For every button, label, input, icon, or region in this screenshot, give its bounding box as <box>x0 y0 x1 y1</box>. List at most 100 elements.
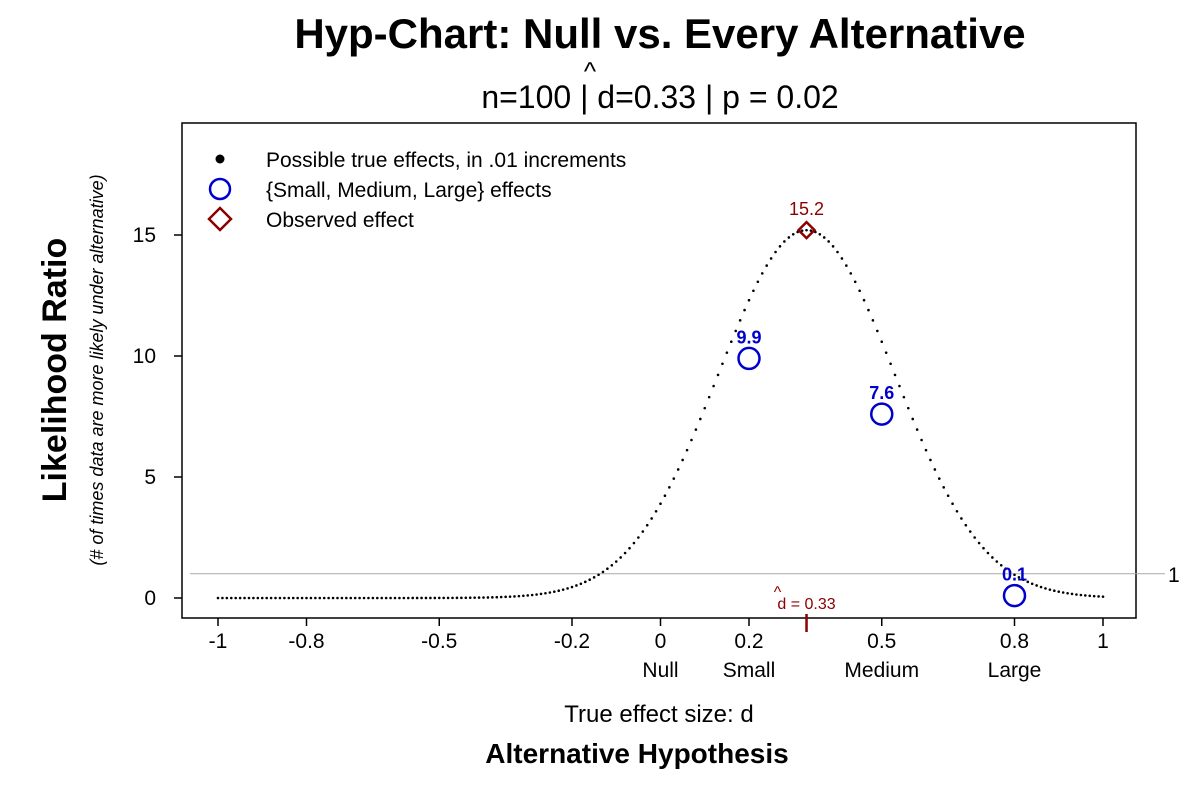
curve-point <box>809 229 813 232</box>
curve-point <box>234 596 237 600</box>
chart-title: Hyp-Chart: Null vs. Every Alternative <box>294 10 1025 57</box>
legend-item-dots: Possible true effects, in .01 increments <box>266 149 626 172</box>
curve-point <box>1035 584 1038 587</box>
curve-point <box>973 536 976 539</box>
curve-point <box>473 596 476 599</box>
x-axis-label: True effect size: d <box>564 701 753 728</box>
curve-point <box>1017 576 1021 579</box>
legend-item-observed: Observed effect <box>266 209 414 232</box>
curve-point <box>389 596 392 600</box>
effect-value-label: 0.1 <box>1002 565 1027 585</box>
curve-point <box>592 576 596 579</box>
curve-point <box>1101 595 1105 598</box>
curve-point <box>225 596 229 600</box>
curve-point <box>477 596 481 599</box>
curve-point <box>420 596 423 600</box>
observed-value-label: 15.2 <box>789 199 824 219</box>
legend-circle-icon <box>208 177 232 201</box>
curve-point <box>495 595 499 599</box>
curve-point <box>260 596 264 600</box>
curve-point <box>964 523 968 527</box>
x-category-label: Medium <box>844 659 919 682</box>
curve-point <box>960 517 963 520</box>
curve-point <box>429 596 432 600</box>
y-axis: 0 5 10 15 <box>133 224 182 610</box>
curve-point <box>663 494 667 498</box>
curve-point <box>942 486 945 489</box>
x-tick-label: -0.2 <box>554 630 590 653</box>
curve-point <box>699 417 702 421</box>
curve-point <box>876 329 879 333</box>
curve-point <box>318 596 322 600</box>
curve-point <box>380 596 384 600</box>
curve-point <box>424 596 428 600</box>
curve-point <box>778 245 782 248</box>
curve-point <box>256 596 260 600</box>
curve-point <box>287 596 291 600</box>
x-tick-label: 0.2 <box>734 630 763 653</box>
dhat-hat-symbol: ^ <box>774 584 782 601</box>
curve-point <box>1057 590 1061 593</box>
effect-circle-marker <box>737 346 761 371</box>
curve-point <box>937 477 941 480</box>
x-tick-label: -0.5 <box>421 630 457 653</box>
curve-point <box>721 362 724 366</box>
curve-point <box>526 594 530 597</box>
curve-point <box>522 594 525 598</box>
y-tick-label: 10 <box>133 345 156 368</box>
curve-point <box>867 308 870 312</box>
curve-point <box>455 596 459 600</box>
curve-point <box>747 298 751 302</box>
curve-point <box>482 596 485 599</box>
curve-point <box>460 596 463 600</box>
curve-point <box>296 596 299 600</box>
curve-point <box>756 280 760 284</box>
curve-point <box>1039 585 1043 589</box>
curve-point <box>1088 594 1092 598</box>
curve-point <box>1008 570 1012 574</box>
curve-point <box>1013 573 1016 577</box>
x-category-label: Null <box>642 659 678 682</box>
curve-point <box>300 596 304 600</box>
effect-circle-marker <box>870 402 894 426</box>
curve-point <box>668 486 671 489</box>
curve-point <box>362 596 366 600</box>
curve-point <box>614 560 618 563</box>
curve-point <box>216 596 220 600</box>
curve-point <box>1079 593 1083 597</box>
curve-point <box>924 448 928 452</box>
curve-point <box>566 587 569 590</box>
curve-point <box>411 596 415 600</box>
curve-point <box>725 351 729 354</box>
curve-point <box>1026 580 1030 584</box>
curve-point <box>893 373 897 377</box>
curve-point <box>774 250 777 254</box>
lr-curve <box>216 228 1105 600</box>
curve-point <box>278 596 282 600</box>
curve-point <box>539 592 543 596</box>
curve-point <box>451 596 454 600</box>
curve-point <box>791 232 795 236</box>
curve-point <box>1097 595 1100 598</box>
x-tick-label: 0.5 <box>867 630 896 653</box>
legend-item-circles: {Small, Medium, Large} effects <box>266 179 552 202</box>
curve-point <box>606 567 609 571</box>
curve-point <box>690 438 693 442</box>
curve-point <box>1022 578 1025 582</box>
curve-point <box>283 596 286 600</box>
observed-diamond-marker <box>796 220 817 240</box>
reference-line-label: 1 <box>1168 564 1180 587</box>
x-axis-label-hypothesis: Alternative Hypothesis <box>485 738 788 769</box>
curve-point <box>898 384 901 388</box>
curve-point <box>871 319 875 322</box>
curve-point <box>632 541 636 545</box>
curve-point <box>1092 594 1096 598</box>
curve-point <box>951 502 954 506</box>
curve-point <box>265 596 268 600</box>
curve-point <box>371 596 375 600</box>
curve-point <box>327 596 330 600</box>
curve-point <box>1048 588 1052 591</box>
curve-point <box>305 596 308 600</box>
curve-point <box>641 530 645 533</box>
curve-point <box>743 308 746 312</box>
